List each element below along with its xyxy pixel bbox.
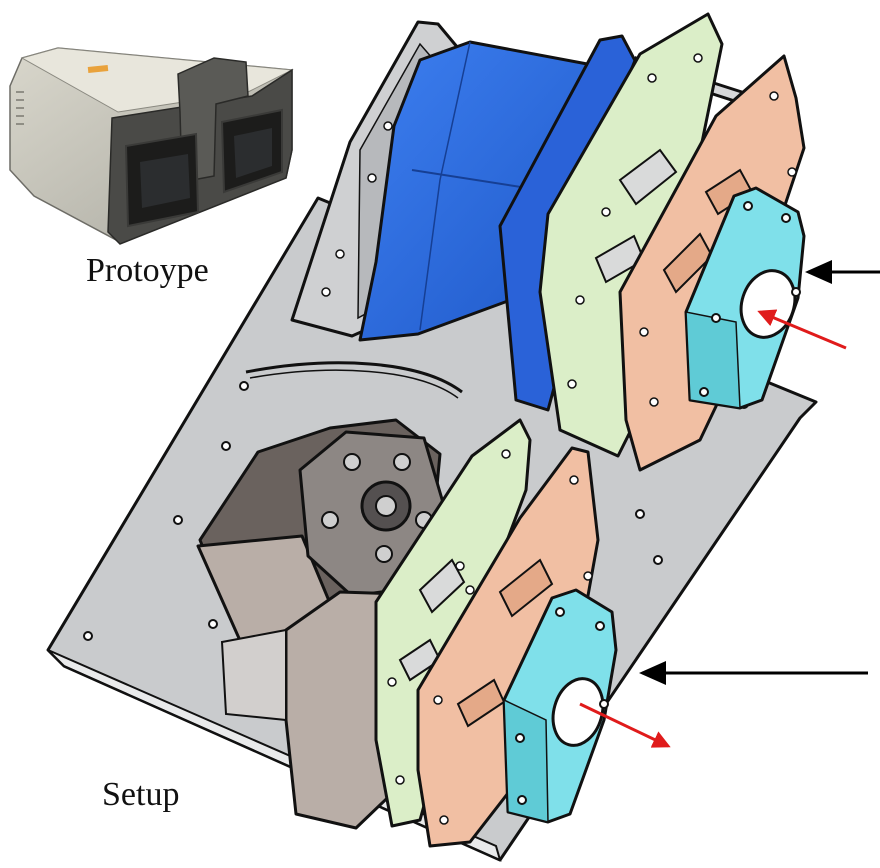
prototype-photo	[9, 47, 294, 245]
upper-module	[290, 12, 806, 472]
lower-module	[196, 418, 618, 848]
lower-beam-arrow	[579, 702, 671, 748]
setup-caption: Setup	[102, 776, 180, 813]
upper-beam-arrow	[757, 309, 847, 350]
prototype-caption: Protoype	[86, 252, 209, 289]
